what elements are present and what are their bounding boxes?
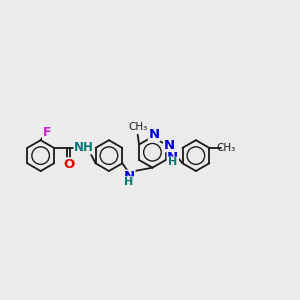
Text: F: F	[43, 126, 51, 139]
Text: N: N	[164, 139, 175, 152]
Text: CH₃: CH₃	[216, 143, 236, 153]
Text: NH: NH	[74, 141, 94, 154]
Text: H: H	[168, 157, 177, 167]
Text: O: O	[63, 158, 74, 171]
Text: N: N	[148, 128, 160, 141]
Text: CH₃: CH₃	[128, 122, 147, 132]
Text: N: N	[124, 170, 135, 183]
Text: N: N	[167, 151, 178, 164]
Text: H: H	[124, 177, 134, 187]
